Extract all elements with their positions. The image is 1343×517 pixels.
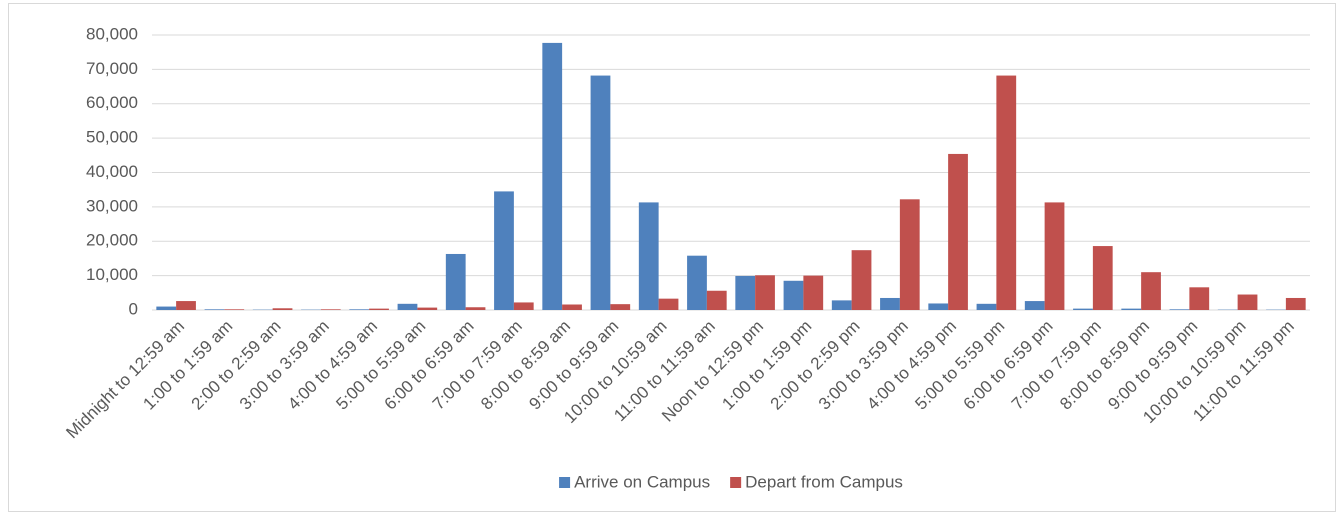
bar	[687, 255, 707, 310]
y-tick-label: 40,000	[86, 162, 138, 181]
bar	[320, 309, 341, 310]
bar	[948, 153, 968, 310]
bar	[224, 309, 245, 310]
y-tick-label: 10,000	[86, 265, 138, 284]
bar	[562, 304, 582, 310]
bar	[880, 297, 900, 310]
legend-swatch	[559, 477, 571, 488]
bar	[156, 306, 177, 310]
y-tick-label: 60,000	[86, 93, 138, 112]
y-tick-label: 20,000	[86, 231, 138, 250]
bar	[513, 302, 534, 310]
bar	[899, 199, 920, 310]
bar	[928, 303, 949, 310]
bar	[417, 307, 438, 310]
bar	[1189, 287, 1210, 310]
bar	[996, 75, 1017, 310]
bar	[1237, 294, 1258, 310]
chart-border	[8, 3, 1336, 512]
bar	[494, 191, 514, 310]
bar	[658, 298, 679, 310]
bar	[976, 303, 997, 310]
bar	[851, 250, 872, 310]
bar	[1024, 301, 1045, 310]
bar	[1044, 202, 1065, 310]
bar	[349, 309, 370, 310]
y-tick-label: 30,000	[86, 196, 138, 215]
legend-swatch	[730, 477, 742, 488]
y-tick-label: 70,000	[86, 59, 138, 78]
bar	[397, 303, 418, 310]
legend-label: Arrive on Campus	[574, 472, 710, 491]
bar	[638, 202, 659, 310]
bar	[176, 301, 196, 310]
bar	[590, 75, 611, 310]
bar	[1092, 246, 1113, 310]
bar	[1169, 309, 1190, 310]
y-tick-label: 80,000	[86, 24, 138, 43]
bar	[465, 307, 486, 310]
bar	[755, 275, 775, 310]
bar	[831, 300, 852, 310]
y-tick-label: 0	[129, 299, 138, 318]
bar	[735, 275, 756, 310]
bar	[1141, 272, 1161, 310]
bar	[542, 42, 563, 310]
bar	[272, 308, 293, 310]
bar	[610, 304, 631, 310]
legend-label: Depart from Campus	[745, 472, 903, 491]
bar	[445, 253, 466, 310]
bar	[1285, 297, 1306, 310]
bar	[706, 290, 727, 310]
bar	[783, 280, 804, 310]
bar	[1073, 308, 1093, 310]
bar	[369, 308, 389, 310]
bar	[803, 275, 824, 310]
bar	[1121, 308, 1142, 310]
y-tick-label: 50,000	[86, 128, 138, 147]
bar	[204, 309, 225, 310]
